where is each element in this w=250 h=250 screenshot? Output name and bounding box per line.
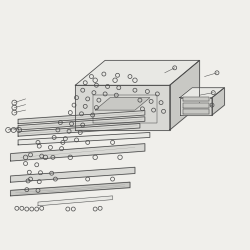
Polygon shape (183, 103, 209, 108)
Polygon shape (183, 97, 209, 102)
Polygon shape (75, 85, 170, 130)
Polygon shape (180, 88, 224, 98)
Polygon shape (95, 98, 150, 110)
Polygon shape (183, 109, 209, 114)
Polygon shape (170, 60, 200, 130)
Polygon shape (212, 88, 224, 115)
Polygon shape (18, 124, 140, 136)
Polygon shape (11, 144, 145, 161)
Polygon shape (18, 117, 145, 130)
Polygon shape (180, 98, 212, 115)
Polygon shape (18, 132, 150, 145)
Polygon shape (11, 167, 135, 182)
Polygon shape (18, 110, 145, 124)
Polygon shape (75, 60, 200, 85)
Polygon shape (11, 182, 130, 196)
Polygon shape (38, 196, 113, 206)
